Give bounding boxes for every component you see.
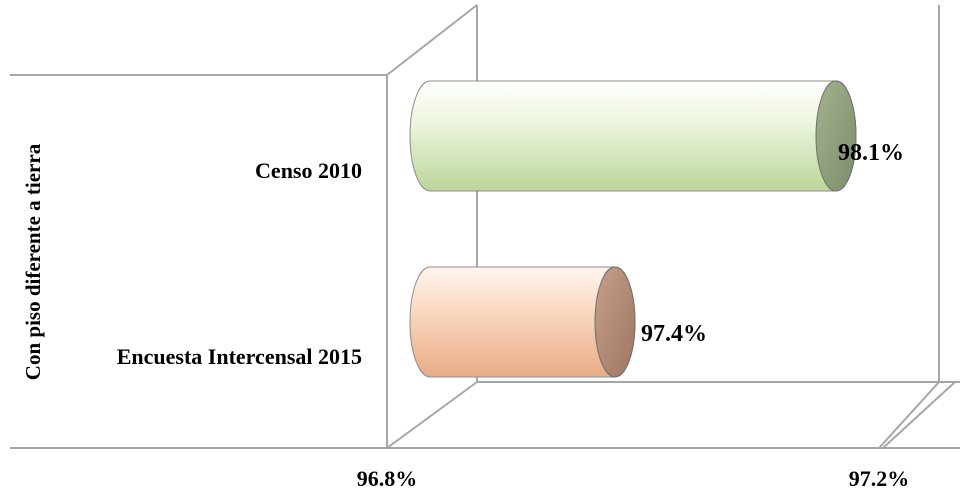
bar-0: [409, 80, 857, 192]
bar-1: [409, 266, 636, 378]
category-labels: Censo 2010 Encuesta Intercensal 2015: [117, 158, 362, 369]
tick-label-0: 96.8%: [357, 466, 418, 491]
data-label-1: 97.4%: [641, 321, 707, 347]
floor-gridline-1: [878, 381, 940, 449]
group-axis-label: Con piso diferente a tierra: [21, 143, 45, 380]
x-axis-tick-labels: 96.8%97.2%97.6%98.0%98.4%: [357, 466, 910, 491]
tick-label-1: 97.2%: [849, 466, 910, 491]
bar-cap-1: [594, 266, 636, 378]
bar-body-0: [409, 80, 857, 192]
plot-frame: [10, 4, 960, 449]
wall-top-depth: [386, 4, 478, 76]
bar-cap-0: [815, 80, 857, 192]
category-label-0: Censo 2010: [255, 158, 362, 183]
floor-right-edge: [882, 381, 956, 449]
category-label-1: Encuesta Intercensal 2015: [117, 344, 362, 369]
bars: [409, 80, 857, 378]
data-label-0: 98.1%: [838, 140, 904, 166]
data-labels: 98.1% 97.4%: [641, 140, 904, 347]
floor-gridline-0: [386, 381, 478, 449]
